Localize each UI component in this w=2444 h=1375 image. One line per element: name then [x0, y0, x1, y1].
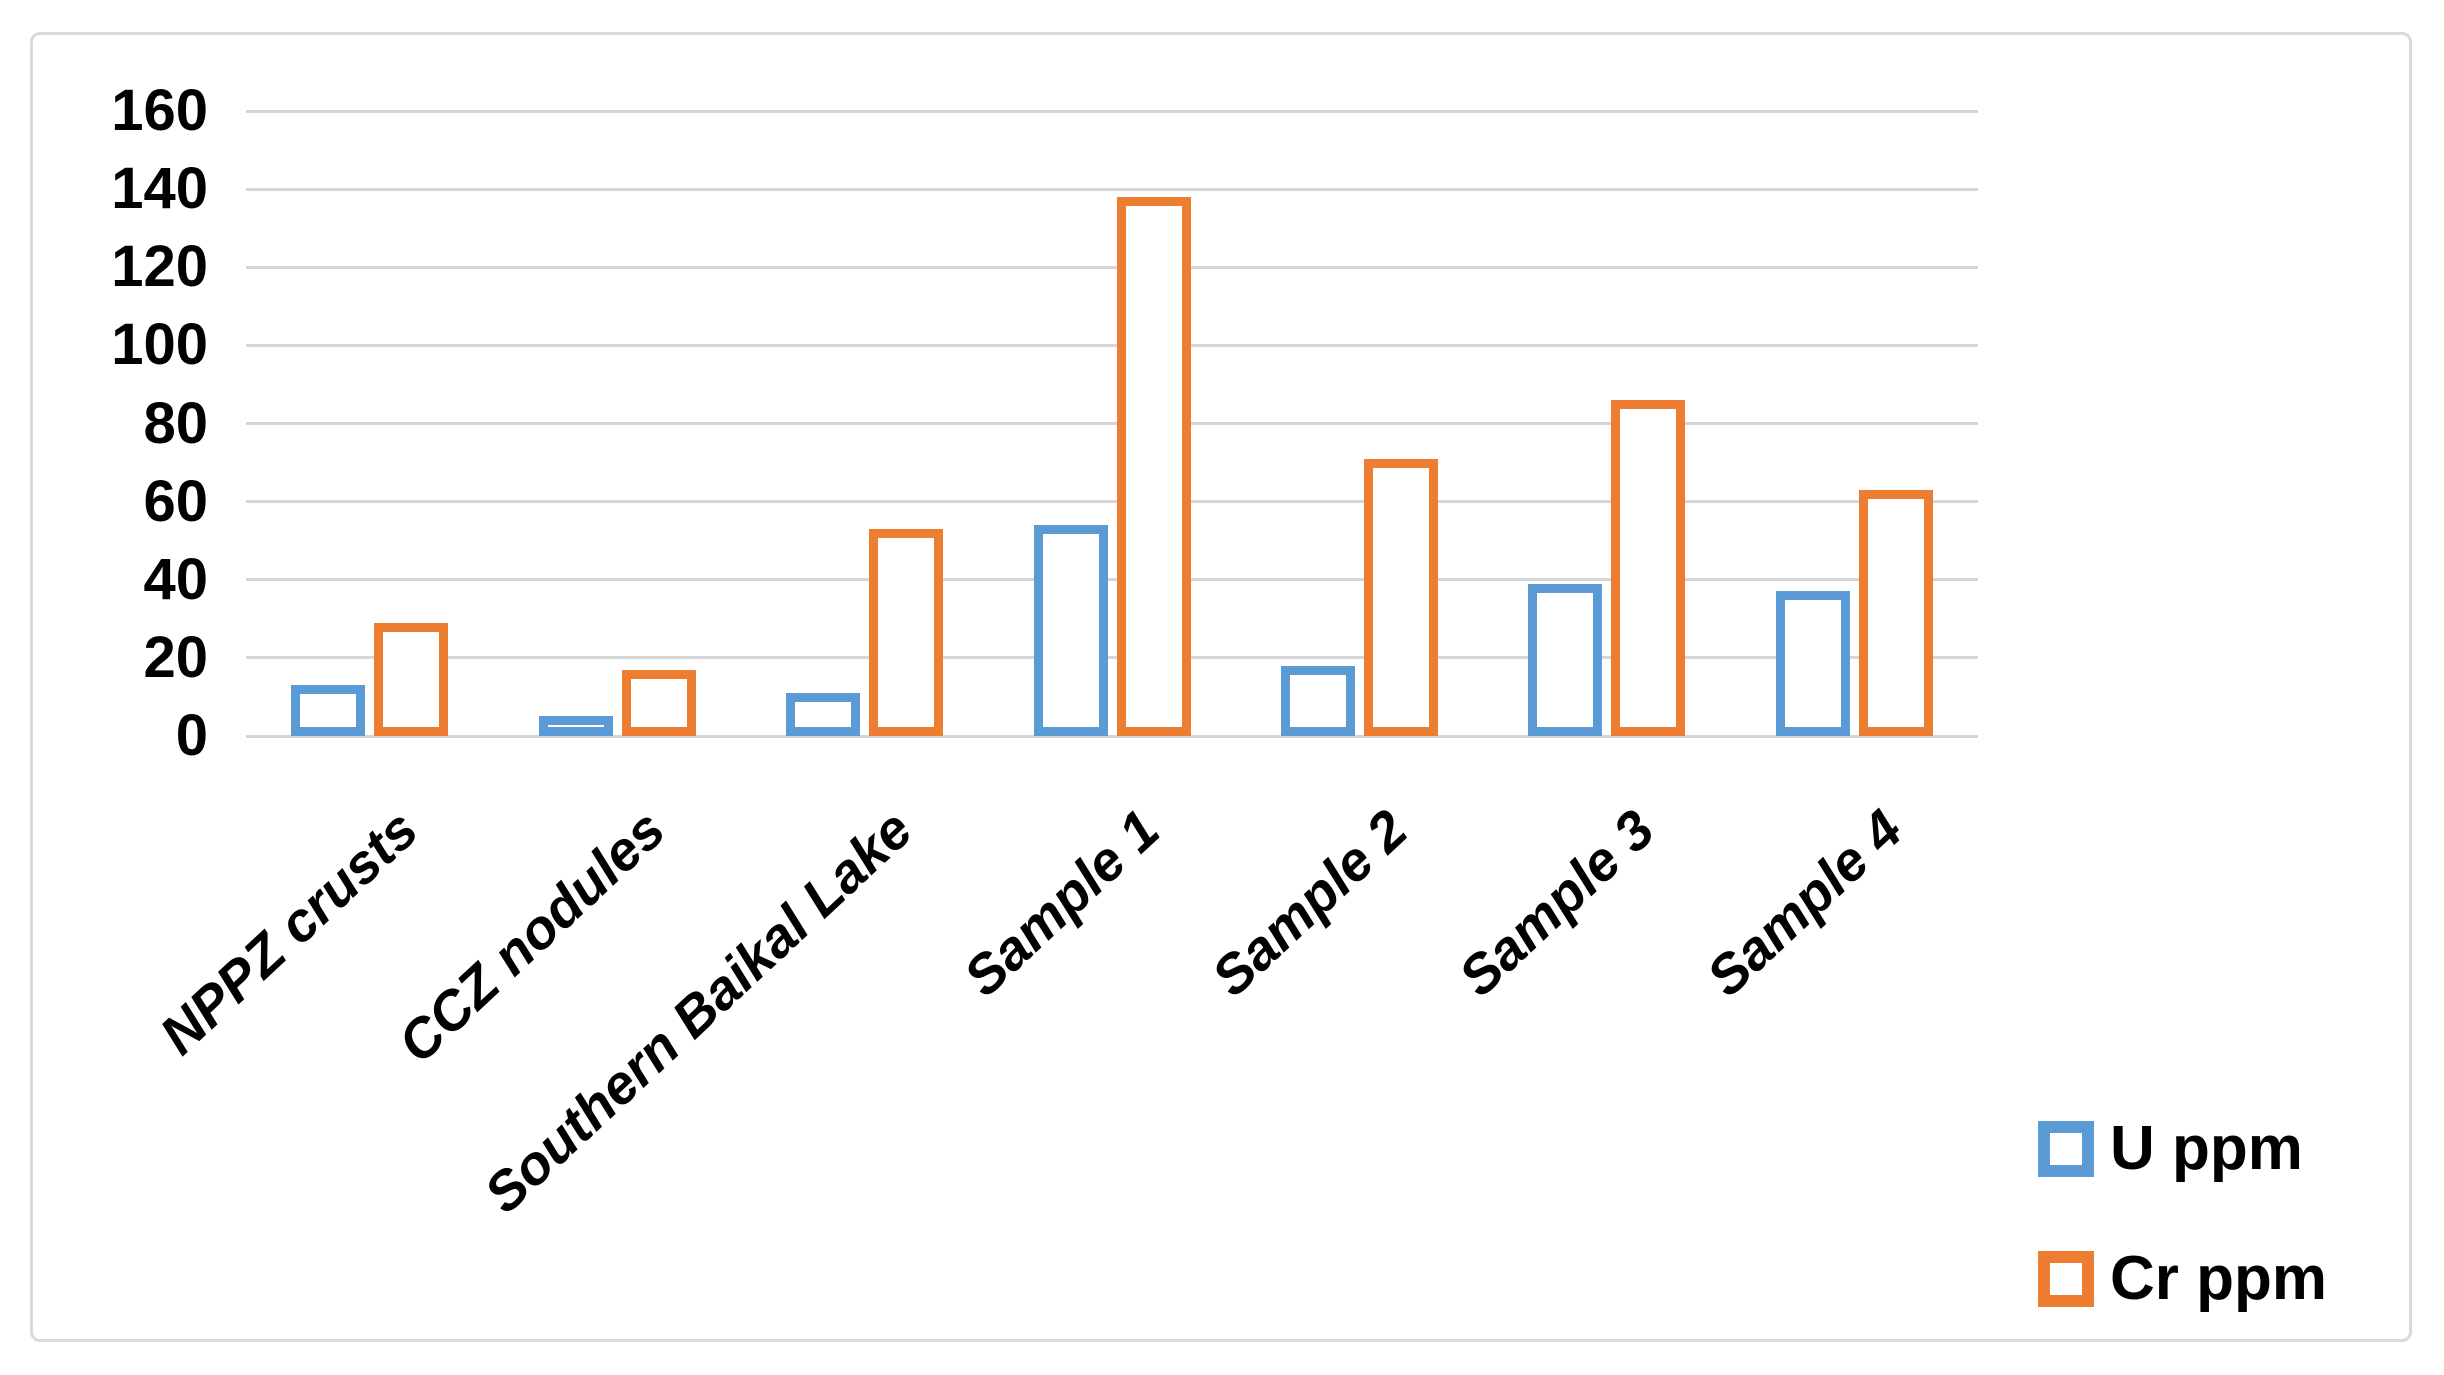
y-axis-tick-label-0: 0 — [175, 703, 208, 768]
bar-cr-ppm-nppz-crusts — [374, 622, 449, 736]
gridline-80 — [246, 422, 1978, 425]
gridline-20 — [246, 656, 1978, 660]
legend-swatch-cr-ppm — [2038, 1251, 2094, 1307]
bar-u-ppm-sample-1 — [1033, 525, 1108, 736]
y-axis-tick-label-20: 20 — [143, 624, 208, 690]
bar-cr-ppm-sample-1 — [1116, 196, 1191, 736]
gridline-140 — [246, 187, 1978, 191]
gridline-120 — [246, 265, 1978, 269]
bar-cr-ppm-sample-3 — [1611, 400, 1686, 736]
legend: U ppm Cr ppm — [2038, 1118, 2327, 1375]
legend-item-cr-ppm: Cr ppm — [2038, 1248, 2327, 1310]
gridline-160 — [246, 109, 1978, 113]
x-axis-category-label-southern-baikal-lake: Southern Baikal Lake — [472, 797, 924, 1225]
bar-u-ppm-southern-baikal-lake — [786, 693, 861, 736]
gridline-100 — [246, 343, 1978, 347]
bar-u-ppm-sample-3 — [1528, 583, 1603, 736]
x-axis-category-label-sample-2: Sample 2 — [1199, 797, 1419, 1008]
gridline-0 — [246, 734, 1978, 738]
x-axis-category-label-sample-4: Sample 4 — [1694, 797, 1914, 1008]
y-axis-tick-label-140: 140 — [111, 156, 208, 222]
bar-cr-ppm-sample-4 — [1858, 489, 1933, 736]
legend-swatch-u-ppm — [2038, 1121, 2094, 1177]
bar-cr-ppm-sample-2 — [1363, 458, 1438, 736]
legend-label-cr-ppm: Cr ppm — [2110, 1244, 2327, 1313]
x-axis-category-label-sample-1: Sample 1 — [952, 797, 1172, 1008]
bar-u-ppm-sample-2 — [1280, 665, 1355, 736]
bar-u-ppm-sample-4 — [1775, 591, 1850, 736]
chart-frame: 0 20 40 60 80 100 120 140 160 NPPZ crusts CCZ nod… — [30, 32, 2412, 1342]
bar-cr-ppm-southern-baikal-lake — [869, 528, 944, 736]
gridline-40 — [246, 578, 1978, 582]
x-axis-category-label-sample-3: Sample 3 — [1447, 797, 1667, 1008]
y-axis-tick-label-60: 60 — [143, 468, 208, 534]
legend-label-u-ppm: U ppm — [2110, 1114, 2303, 1183]
y-axis-tick-label-160: 160 — [111, 78, 208, 143]
bar-u-ppm-nppz-crusts — [291, 685, 366, 736]
plot-area — [246, 109, 1978, 738]
bar-cr-ppm-ccz-nodules — [621, 669, 696, 736]
y-axis-tick-label-40: 40 — [143, 546, 208, 612]
gridline-60 — [246, 500, 1978, 504]
y-axis-tick-label-120: 120 — [111, 234, 208, 300]
y-axis-tick-label-100: 100 — [111, 312, 208, 378]
legend-item-u-ppm: U ppm — [2038, 1118, 2327, 1180]
x-axis-category-label-nppz-crusts: NPPZ crusts — [147, 797, 429, 1067]
bar-u-ppm-ccz-nodules — [538, 716, 613, 736]
y-axis-tick-label-80: 80 — [143, 390, 208, 456]
